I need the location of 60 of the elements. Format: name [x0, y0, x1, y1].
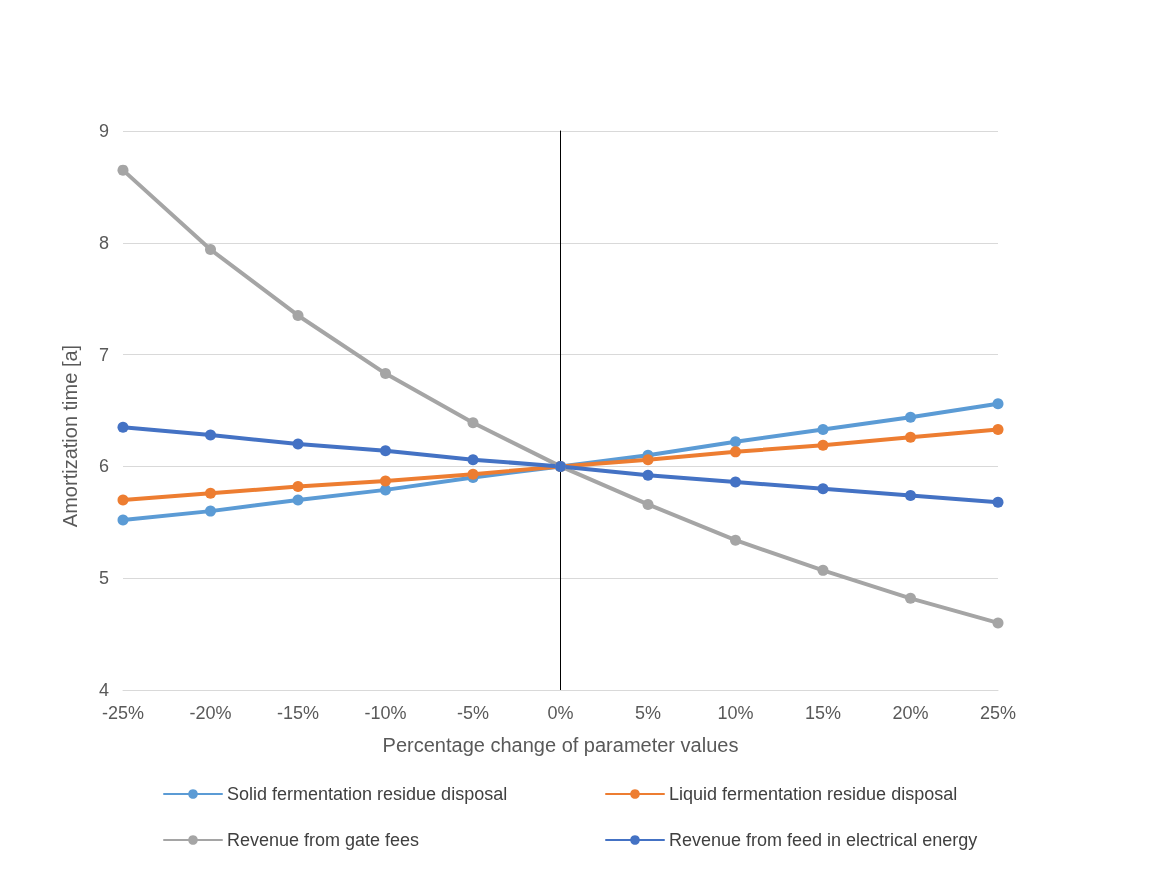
y-tick-label: 7: [98, 344, 109, 365]
point: [205, 505, 216, 517]
x-tick-label: -5%: [456, 703, 490, 723]
point: [905, 489, 916, 501]
y-axis-title: Amortization time [a]: [59, 344, 81, 528]
legend-label: Revenue from gate fees: [227, 830, 420, 850]
point: [642, 469, 654, 481]
point: [730, 436, 741, 448]
point: [817, 439, 829, 451]
point: [117, 494, 129, 506]
point: [380, 475, 391, 487]
legend-label: Revenue from feed in electrical energy: [669, 830, 978, 850]
point: [730, 446, 741, 458]
y-tick-label: 9: [98, 121, 109, 141]
point: [905, 592, 916, 604]
point: [117, 164, 129, 176]
legend-label: Liquid fermentation residue disposal: [669, 784, 958, 804]
x-tick-label: 10%: [717, 703, 754, 723]
point: [905, 411, 916, 423]
point: [380, 368, 391, 380]
point: [992, 496, 1004, 508]
point: [380, 445, 391, 457]
point: [117, 421, 129, 433]
point: [292, 438, 304, 450]
y-tick-label: 6: [98, 456, 109, 477]
point: [992, 424, 1004, 435]
point: [730, 534, 741, 546]
point: [292, 494, 304, 506]
point: [205, 487, 216, 499]
point: [205, 429, 216, 441]
point: [905, 431, 916, 443]
x-tick-label: 20%: [892, 703, 929, 723]
point: [205, 244, 216, 255]
x-axis-title: Percentage change of parameter values: [382, 734, 739, 756]
point: [292, 481, 304, 493]
x-tick-label: 0%: [547, 703, 574, 723]
point: [467, 454, 479, 466]
point: [467, 468, 479, 480]
point: [817, 483, 829, 495]
x-tick-label: -20%: [189, 703, 232, 723]
x-tick-label: -15%: [276, 703, 320, 723]
x-tick-label: 25%: [979, 703, 1017, 723]
point: [992, 398, 1004, 410]
point: [117, 514, 129, 526]
point: [817, 564, 829, 576]
x-tick-label: -25%: [101, 703, 145, 723]
legend-label: Solid fermentation residue disposal: [227, 784, 508, 804]
point: [642, 498, 654, 510]
x-tick-label: 15%: [804, 703, 842, 723]
point: [817, 424, 829, 435]
point: [292, 309, 304, 321]
x-tick-label: 5%: [634, 703, 662, 723]
y-tick-label: 8: [98, 232, 109, 253]
point: [992, 617, 1004, 629]
x-tick-label: -10%: [364, 703, 407, 723]
y-tick-label: 4: [98, 680, 109, 700]
y-tick-label: 5: [98, 568, 109, 589]
point: [730, 476, 741, 488]
point: [467, 417, 479, 429]
point: [642, 454, 654, 466]
